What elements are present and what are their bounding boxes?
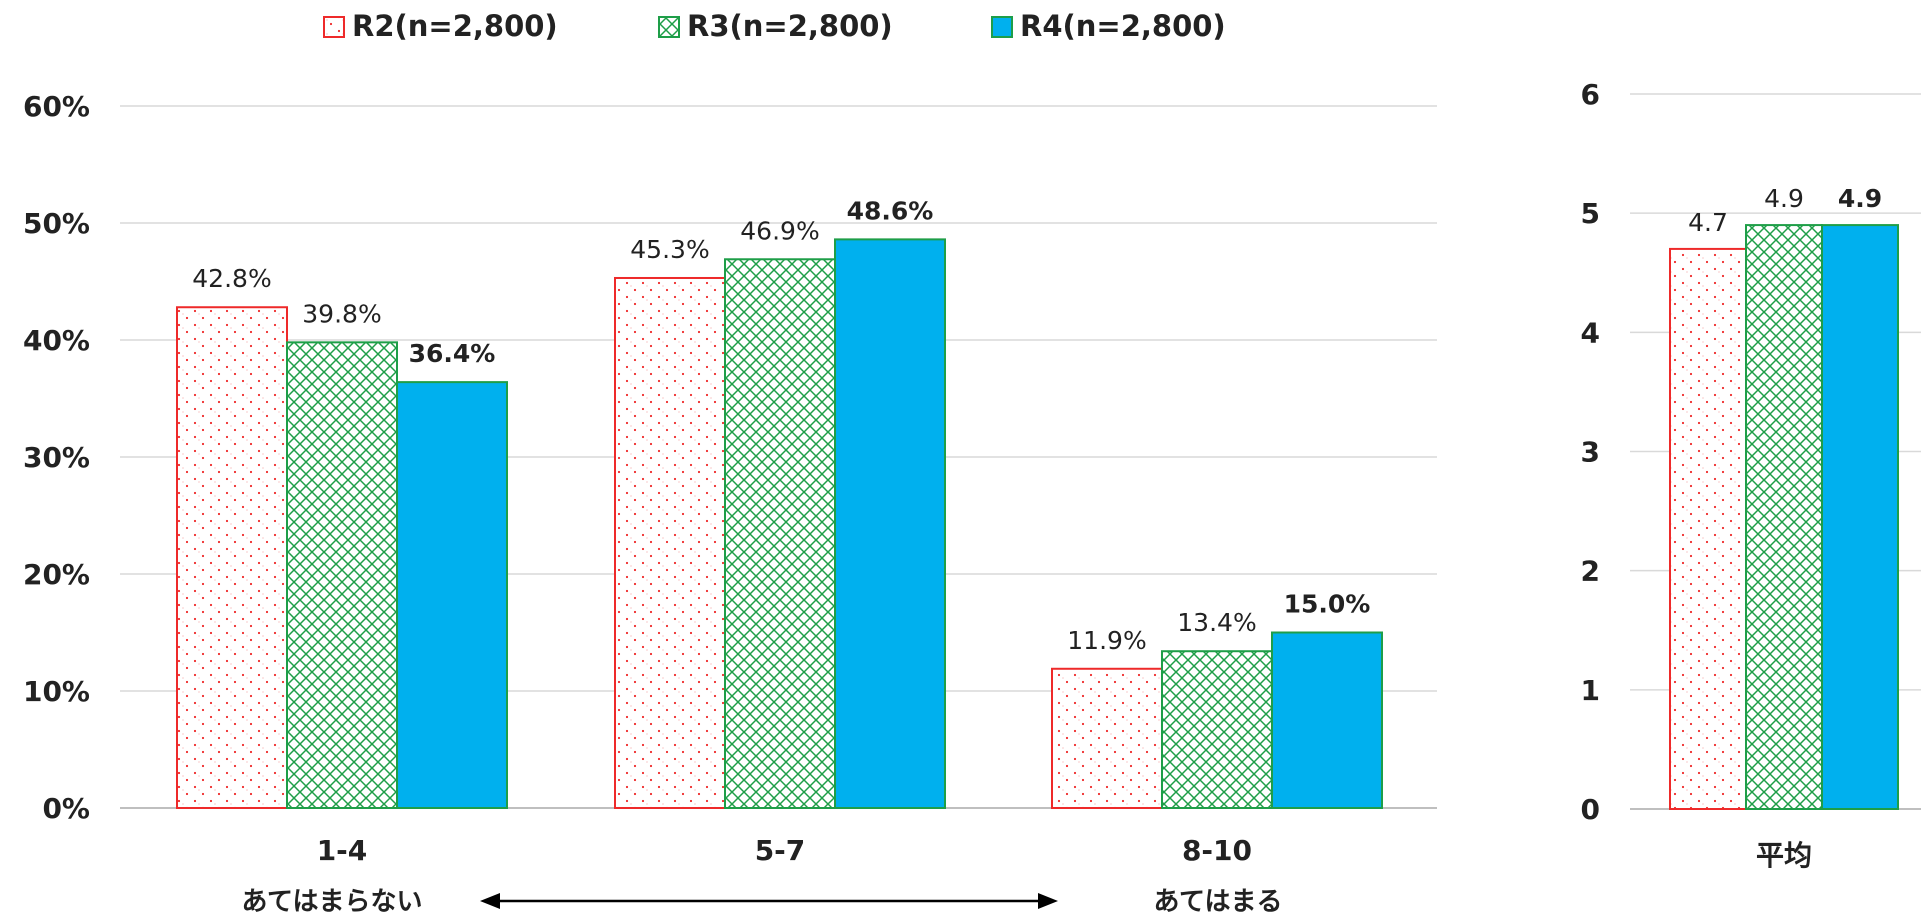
- y-tick-label: 40%: [23, 324, 90, 357]
- bar-r2-2: [614, 276, 726, 809]
- y-tick-label: 6: [1581, 78, 1600, 111]
- data-label-r4: 4.9: [1838, 184, 1882, 213]
- scale-label-left: あてはまらない: [242, 887, 423, 917]
- x-category-label: 8-10: [1182, 834, 1252, 867]
- data-label-r3: 4.9: [1764, 184, 1804, 213]
- y-tick-label: 10%: [23, 675, 90, 708]
- y-tick-label: 1: [1581, 674, 1600, 707]
- bar-r3-1: [1745, 224, 1823, 811]
- legend-swatch-r2: [323, 16, 345, 38]
- legend-label-r3: R3(n=2,800): [687, 9, 893, 43]
- bar-r4-3: [1271, 631, 1383, 809]
- legend-label-r4: R4(n=2,800): [1020, 9, 1226, 43]
- x-category-label: 5-7: [755, 834, 806, 867]
- bar-r2-1: [176, 306, 288, 809]
- legend-item-r2: R2(n=2,800): [323, 9, 558, 43]
- y-tick-label: 60%: [23, 90, 90, 123]
- y-tick-label: 2: [1581, 555, 1600, 588]
- y-tick-label: 4: [1581, 316, 1600, 349]
- bar-r4-2: [834, 238, 946, 809]
- data-label-r2: 11.9%: [1067, 626, 1146, 655]
- bar-r2-1: [1669, 247, 1747, 810]
- data-label-r2: 42.8%: [192, 264, 271, 293]
- y-tick-label: 3: [1581, 436, 1600, 469]
- y-tick-label: 0: [1581, 793, 1600, 826]
- bar-r2-3: [1051, 667, 1163, 810]
- legend: R2(n=2,800) R3(n=2,800) R4(n=2,800): [323, 9, 1226, 43]
- data-label-r2: 4.7: [1688, 208, 1728, 237]
- scale-arrow: [480, 893, 1058, 909]
- legend-swatch-r4: [991, 16, 1013, 38]
- data-label-r4: 48.6%: [847, 196, 934, 225]
- data-label-r3: 39.8%: [302, 299, 381, 328]
- scale-label-right: あてはまる: [1154, 887, 1283, 917]
- y-tick-label: 20%: [23, 558, 90, 591]
- y-tick-label: 50%: [23, 207, 90, 240]
- legend-swatch-r3: [658, 16, 680, 38]
- average-chart: 0 1 2 3 4 5 6 4.7 4.9 4.9 平均: [1581, 78, 1921, 872]
- legend-label-r2: R2(n=2,800): [352, 9, 558, 43]
- data-label-r2: 45.3%: [630, 235, 709, 264]
- legend-item-r4: R4(n=2,800): [991, 9, 1226, 43]
- y-tick-label: 30%: [23, 441, 90, 474]
- bar-r3-3: [1161, 650, 1273, 809]
- bar-r3-1: [286, 341, 398, 809]
- bar-r4-1: [396, 381, 508, 809]
- data-label-r3: 13.4%: [1177, 608, 1256, 637]
- data-label-r4: 15.0%: [1284, 590, 1371, 619]
- bar-r4-1: [1821, 224, 1899, 811]
- bar-r3-2: [724, 258, 836, 809]
- x-category-label: 平均: [1756, 839, 1812, 872]
- data-label-r4: 36.4%: [409, 339, 496, 368]
- legend-item-r3: R3(n=2,800): [658, 9, 893, 43]
- y-tick-label: 5: [1581, 197, 1600, 230]
- main-chart: 0% 10% 20% 30% 40% 50% 60% 42.8% 39.8% 36.4% 1-4 45…: [23, 90, 1437, 867]
- y-tick-label: 0%: [42, 792, 90, 825]
- x-category-label: 1-4: [317, 834, 368, 867]
- data-label-r3: 46.9%: [740, 216, 819, 245]
